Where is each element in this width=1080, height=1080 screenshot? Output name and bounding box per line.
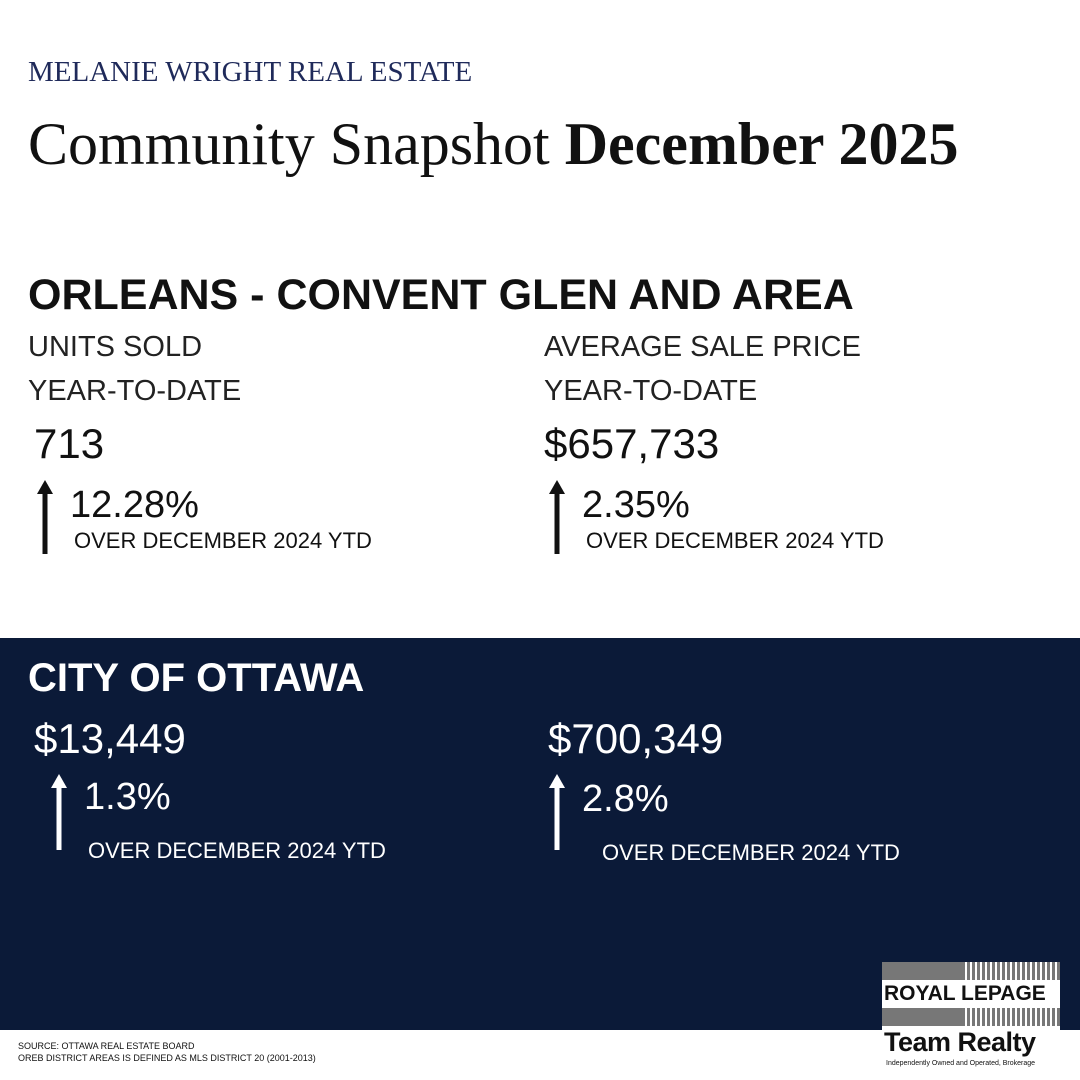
stat-sublabel: YEAR-TO-DATE xyxy=(544,375,758,407)
area-name: ORLEANS - CONVENT GLEN AND AREA xyxy=(28,271,854,319)
stat-value: $657,733 xyxy=(544,420,720,467)
logo-block xyxy=(882,1008,964,1026)
brand: MELANIE WRIGHT REAL ESTATE xyxy=(28,56,473,88)
logo-tagline: Independently Owned and Operated, Broker… xyxy=(886,1060,1036,1067)
title: Community Snapshot December 2025 xyxy=(28,114,958,174)
logo-block xyxy=(882,962,964,980)
title-bold: December 2025 xyxy=(564,111,959,177)
stat-sublabel: YEAR-TO-DATE xyxy=(28,375,242,407)
city-value: $700,349 xyxy=(548,715,724,762)
stat-change: 2.35% xyxy=(582,484,690,526)
city-note: OVER DECEMBER 2024 YTD xyxy=(88,838,386,863)
up-arrow xyxy=(549,774,565,850)
up-arrow xyxy=(37,480,53,554)
footer-source: SOURCE: OTTAWA REAL ESTATE BOARD xyxy=(18,1041,195,1051)
city-value: $13,449 xyxy=(34,715,186,762)
city-note: OVER DECEMBER 2024 YTD xyxy=(602,840,900,865)
city-change: 1.3% xyxy=(84,776,171,818)
logo: ROYAL LEPAGE Team Realty Independently O… xyxy=(882,962,1060,1072)
up-arrow xyxy=(51,774,67,850)
logo-brand: ROYAL LEPAGE xyxy=(884,982,1046,1005)
stat-label: UNITS SOLD xyxy=(28,331,203,363)
stat-change: 12.28% xyxy=(70,484,199,526)
title-text: Community Snapshot xyxy=(28,111,550,177)
city-name: CITY OF OTTAWA xyxy=(28,656,365,700)
logo-office: Team Realty xyxy=(884,1027,1036,1057)
city-change: 2.8% xyxy=(582,778,669,820)
stat-note: OVER DECEMBER 2024 YTD xyxy=(74,528,372,553)
stat-note: OVER DECEMBER 2024 YTD xyxy=(586,528,884,553)
stat-value: 713 xyxy=(34,420,105,467)
stat-label: AVERAGE SALE PRICE xyxy=(544,331,861,363)
up-arrow xyxy=(549,480,565,554)
footer-definition: OREB DISTRICT AREAS IS DEFINED AS MLS DI… xyxy=(18,1053,316,1063)
